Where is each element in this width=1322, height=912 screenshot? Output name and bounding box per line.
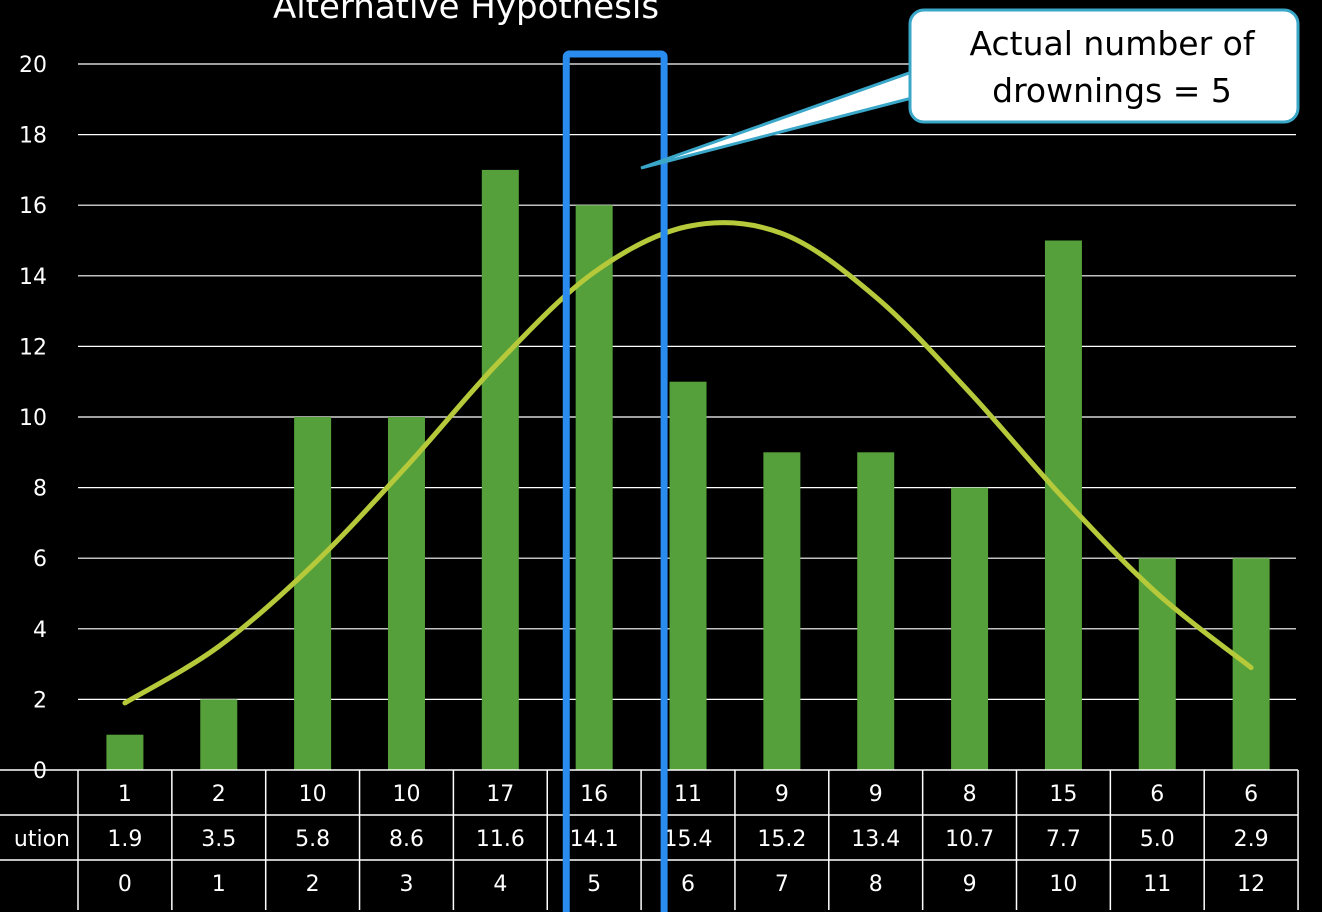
y-tick-label: 20 xyxy=(19,53,47,78)
y-axis-ticks: 0 2 4 6 8 10 12 14 16 18 20 xyxy=(19,53,47,784)
chart-title: Alternative Hypothesis xyxy=(273,0,659,27)
table-cell: 10 xyxy=(299,782,327,807)
y-tick-label: 0 xyxy=(33,759,47,784)
table-row-label: ution xyxy=(14,827,70,852)
bar xyxy=(1044,240,1082,770)
bar xyxy=(575,205,613,770)
table-cell: 17 xyxy=(486,782,514,807)
bar xyxy=(294,417,332,770)
y-tick-label: 6 xyxy=(33,547,47,572)
table-cell: 10 xyxy=(392,782,420,807)
table-cell: 15.4 xyxy=(664,827,713,852)
callout-pointer xyxy=(640,69,914,170)
table-cell: 7 xyxy=(775,872,789,897)
callout-text-line: drownings = 5 xyxy=(992,71,1232,110)
bar xyxy=(106,734,144,770)
table-cell: 13.4 xyxy=(851,827,900,852)
bar xyxy=(200,699,238,770)
table-cell: 1.9 xyxy=(107,827,142,852)
table-cell: 2 xyxy=(212,782,226,807)
callout: Actual number of drownings = 5 xyxy=(640,8,1300,170)
bar xyxy=(669,381,707,770)
highlight-box xyxy=(562,50,668,912)
y-tick-label: 14 xyxy=(19,265,47,290)
y-tick-label: 8 xyxy=(33,477,47,502)
table-cell: 10.7 xyxy=(945,827,994,852)
bar xyxy=(857,452,895,770)
table-cell: 2 xyxy=(306,872,320,897)
y-tick-label: 10 xyxy=(19,406,47,431)
table-cell: 12 xyxy=(1237,872,1265,897)
table-cell: 9 xyxy=(869,782,883,807)
table-cell: 11 xyxy=(674,782,702,807)
table-cell: 0 xyxy=(118,872,132,897)
bar xyxy=(481,169,519,770)
callout-seam xyxy=(913,70,923,100)
table-cell: 16 xyxy=(580,782,608,807)
y-tick-label: 4 xyxy=(33,618,47,643)
table-cell: 4 xyxy=(493,872,507,897)
table-cell: 3.5 xyxy=(201,827,236,852)
y-tick-label: 18 xyxy=(19,124,47,149)
table-cell: 7.7 xyxy=(1046,827,1081,852)
table-cell: 6 xyxy=(681,872,695,897)
bar xyxy=(1138,558,1176,770)
table-cell: 1 xyxy=(212,872,226,897)
table-cell: 9 xyxy=(963,872,977,897)
bar xyxy=(763,452,801,770)
table-cell: 11.6 xyxy=(476,827,525,852)
table-cell: 8 xyxy=(963,782,977,807)
callout-text-line: Actual number of xyxy=(970,24,1256,63)
data-table: 1 2 10 10 17 16 11 9 9 8 15 6 61.9 3.5 5.8 8.6 11.6 14.1 1… xyxy=(0,769,1299,910)
table-cell: 5.0 xyxy=(1140,827,1175,852)
table-cell: 8.6 xyxy=(389,827,424,852)
bar-series xyxy=(106,169,1270,770)
y-tick-label: 12 xyxy=(19,335,47,360)
table-cell: 6 xyxy=(1150,782,1164,807)
y-tick-label: 2 xyxy=(33,688,47,713)
callout-box xyxy=(908,8,1300,124)
bar xyxy=(1232,558,1270,770)
table-cell: 10 xyxy=(1049,872,1077,897)
table-cell: 8 xyxy=(869,872,883,897)
line-series xyxy=(122,220,1254,706)
table-cell: 9 xyxy=(775,782,789,807)
table-cell: 14.1 xyxy=(570,827,619,852)
table-cell: 3 xyxy=(399,872,413,897)
table-cell: 15 xyxy=(1049,782,1077,807)
bar xyxy=(951,487,989,770)
table-cell: 15.2 xyxy=(757,827,806,852)
table-cell: 5.8 xyxy=(295,827,330,852)
y-tick-label: 16 xyxy=(19,194,47,219)
table-cell: 11 xyxy=(1143,872,1171,897)
highlight-rect xyxy=(562,50,668,912)
table-cell: 1 xyxy=(118,782,132,807)
table-cell: 6 xyxy=(1244,782,1258,807)
table-cell: 5 xyxy=(587,872,601,897)
bar xyxy=(387,417,425,770)
table-cell: 2.9 xyxy=(1234,827,1269,852)
